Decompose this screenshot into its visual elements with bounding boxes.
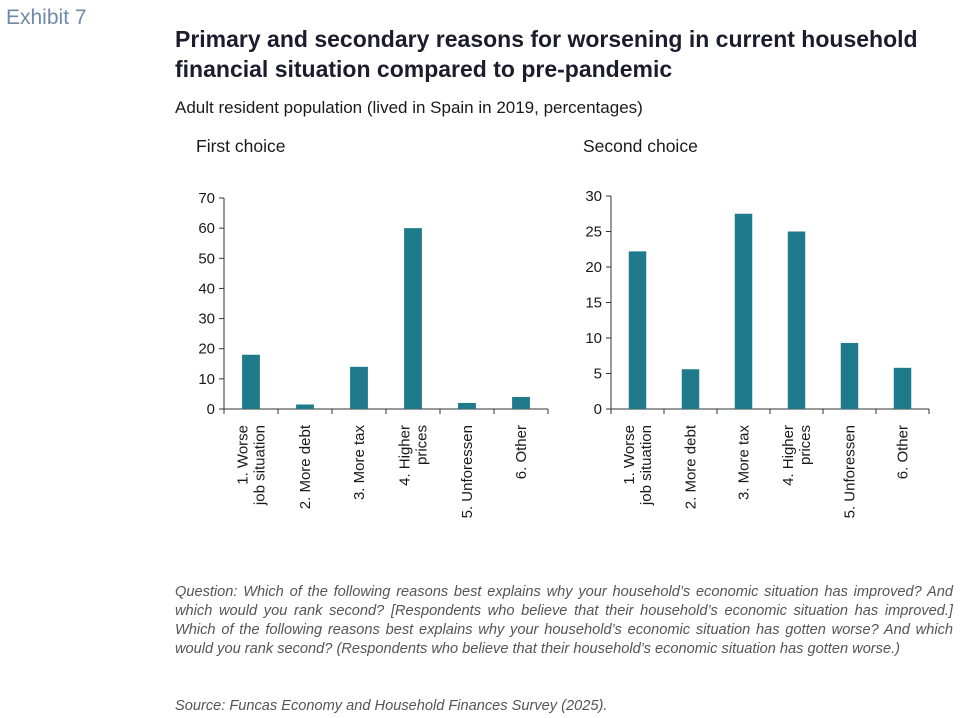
y-tick-label: 15 (585, 295, 602, 312)
y-tick-label: 10 (585, 330, 602, 347)
category-label: 2. More debt (297, 424, 314, 509)
y-tick-label: 25 (585, 224, 602, 241)
y-tick-label: 10 (198, 371, 215, 388)
bar (458, 402, 476, 409)
category-label: 1. Worse job situation (235, 425, 269, 506)
category-label-line: job situation (638, 425, 655, 506)
category-label: 4. Higher prices (780, 425, 814, 486)
y-tick-label: 5 (594, 366, 602, 383)
category-label-line: 1. Worse (621, 425, 638, 485)
bar (840, 342, 859, 409)
category-label-line: prices (414, 425, 431, 465)
category-label: 5. Unforessen (842, 425, 859, 518)
category-label-line: 4. Higher (397, 425, 414, 486)
y-tick-label: 30 (585, 188, 602, 205)
y-tick-label: 30 (198, 311, 215, 328)
category-label-line: 3. More tax (351, 425, 368, 501)
category-label-line: 4. Higher (780, 425, 797, 486)
chart-subtitle: Adult resident population (lived in Spai… (175, 98, 643, 117)
bar (296, 404, 314, 409)
y-tick-label: 50 (198, 250, 215, 267)
category-label: 1. Worse job situation (621, 425, 655, 506)
category-label-line: 2. More debt (297, 424, 314, 509)
source-note: Source: Funcas Economy and Household Fin… (175, 698, 608, 714)
bar (350, 366, 368, 409)
category-label: 3. More tax (736, 425, 753, 501)
bar (787, 231, 806, 409)
category-label-line: prices (797, 425, 814, 465)
bar (628, 251, 647, 409)
y-tick-label: 40 (198, 280, 215, 297)
bar (242, 354, 260, 409)
panel-title-first: First choice (196, 136, 286, 156)
category-label-line: 5. Unforessen (459, 425, 476, 518)
question-note: Question: Which of the following reasons… (175, 584, 953, 657)
bar (404, 228, 422, 409)
y-tick-label: 20 (585, 259, 602, 276)
category-label: 5. Unforessen (459, 425, 476, 518)
y-tick-label: 0 (207, 401, 215, 418)
category-label: 2. More debt (683, 424, 700, 509)
category-label-line: 3. More tax (736, 425, 753, 501)
category-label: 6. Other (895, 425, 912, 479)
category-label: 3. More tax (351, 425, 368, 501)
bar (681, 369, 700, 409)
bar (893, 367, 912, 409)
bar (512, 396, 530, 409)
y-tick-label: 60 (198, 220, 215, 237)
y-tick-label: 0 (594, 401, 602, 418)
category-label-line: job situation (252, 425, 269, 506)
panel-title-second: Second choice (583, 136, 698, 156)
y-tick-label: 20 (198, 341, 215, 358)
bar (734, 213, 753, 409)
category-label-line: 2. More debt (683, 424, 700, 509)
chart-title: Primary and secondary reasons for worsen… (175, 26, 918, 82)
category-label-line: 6. Other (513, 425, 530, 479)
category-label-line: 6. Other (895, 425, 912, 479)
exhibit-label: Exhibit 7 (6, 6, 87, 29)
category-label-line: 5. Unforessen (842, 425, 859, 518)
category-label: 4. Higher prices (397, 425, 431, 486)
category-label: 6. Other (513, 425, 530, 479)
category-label-line: 1. Worse (235, 425, 252, 485)
y-tick-label: 70 (198, 190, 215, 207)
